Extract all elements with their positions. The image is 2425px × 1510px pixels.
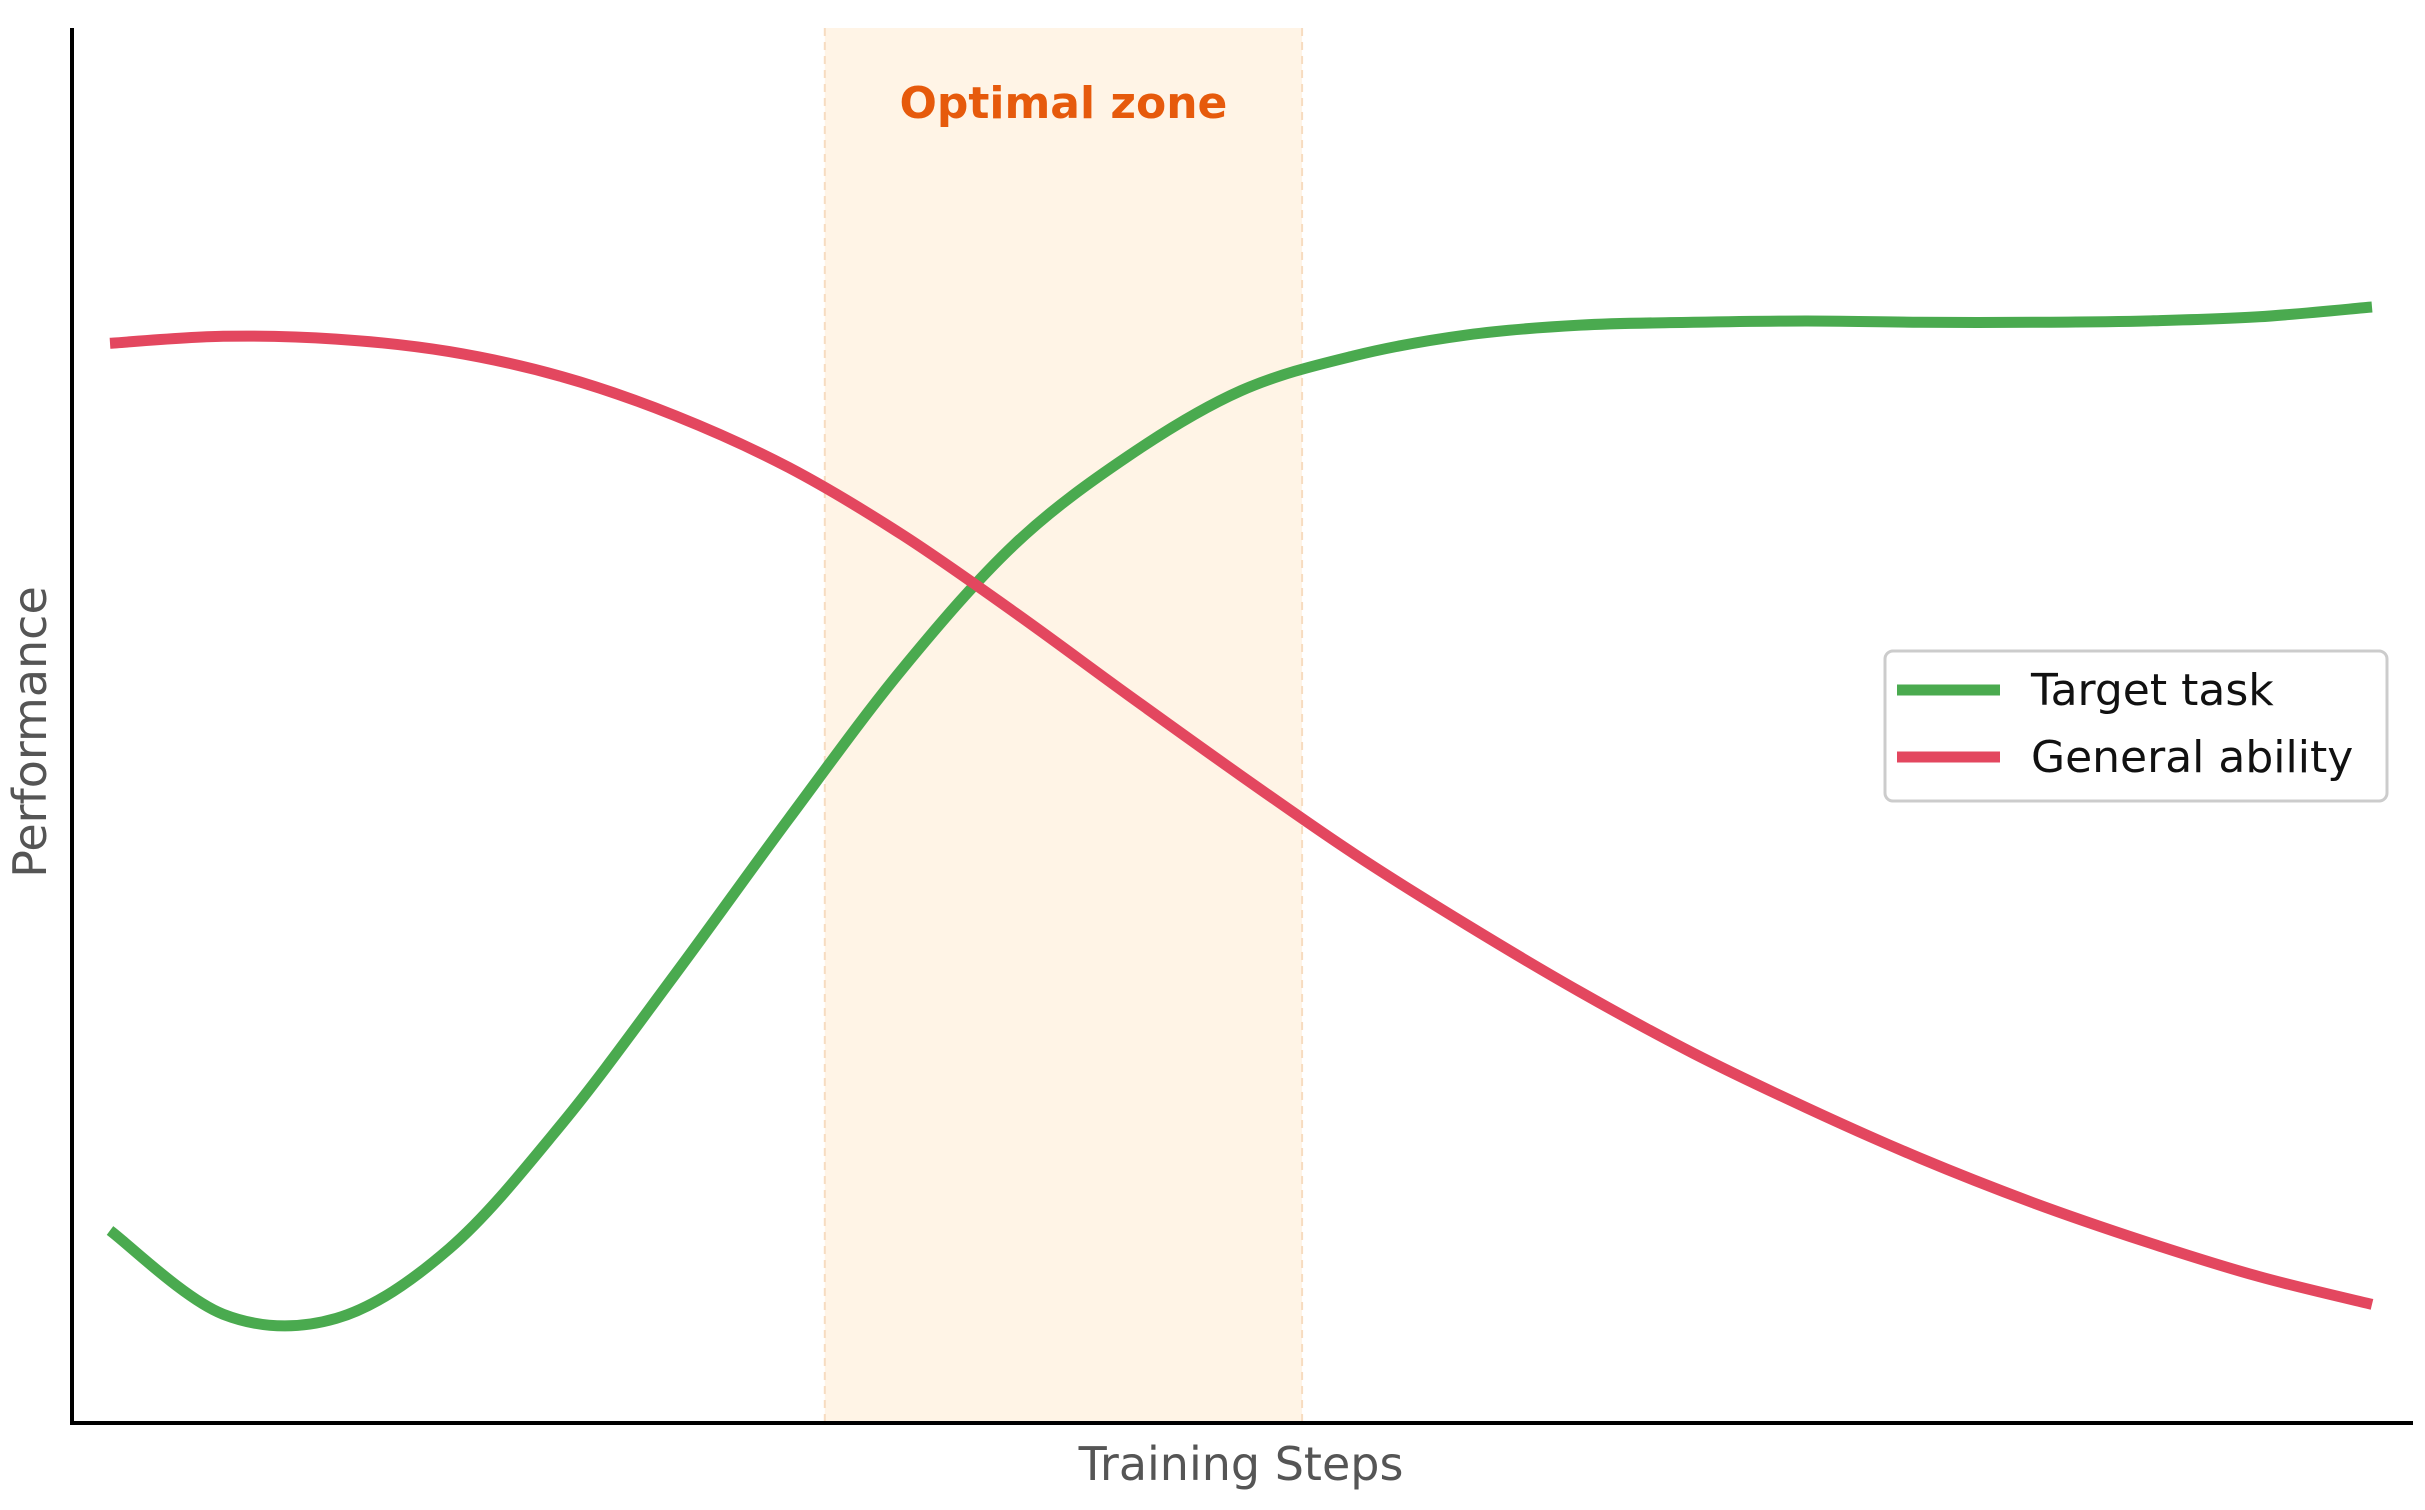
optimal-zone-label: Optimal zone bbox=[899, 78, 1227, 129]
legend: Target task General ability bbox=[1883, 649, 2389, 803]
y-axis-title: Performance bbox=[3, 586, 57, 878]
legend-label-general-ability: General ability bbox=[2031, 732, 2353, 783]
legend-box bbox=[1883, 649, 2389, 803]
legend-label-target-task: Target task bbox=[2030, 665, 2274, 716]
optimal-zone-band bbox=[824, 28, 1303, 1423]
series-line-target-task bbox=[106, 301, 2373, 1332]
series-line-general-ability bbox=[109, 330, 2374, 1310]
axes bbox=[70, 28, 2413, 1425]
optimal-zone-layer: Optimal zone bbox=[823, 28, 1304, 1423]
x-axis-title: Training Steps bbox=[1078, 1437, 1404, 1491]
series-layer bbox=[106, 301, 2374, 1332]
